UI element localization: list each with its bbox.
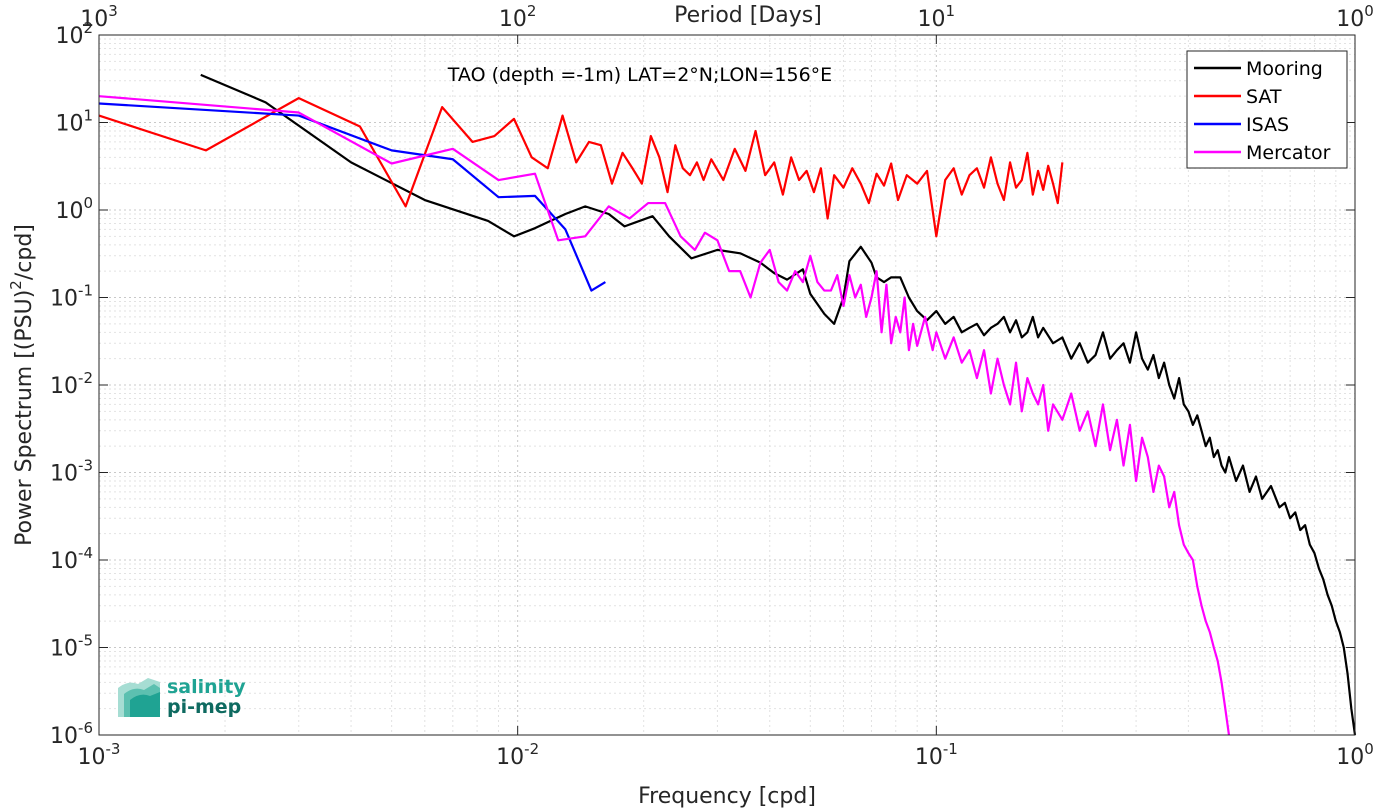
series-layer bbox=[98, 73, 1357, 736]
y-tick-label: 101 bbox=[55, 107, 93, 137]
top-axis-label: Period [Days] bbox=[674, 3, 822, 28]
y-tick-label: 10-6 bbox=[50, 719, 93, 749]
y-axis-label-main: Power Spectrum [(PSU) bbox=[12, 290, 37, 546]
top-tick-label: 102 bbox=[499, 2, 537, 32]
grid-layer bbox=[99, 35, 1355, 735]
series-line-mercator bbox=[98, 95, 1231, 736]
y-tick-label: 100 bbox=[55, 194, 93, 224]
y-tick-label: 10-2 bbox=[50, 369, 93, 399]
x-tick-label: 10-3 bbox=[78, 740, 121, 770]
chart-annotation: TAO (depth =-1m) LAT=2°N;LON=156°E bbox=[447, 64, 832, 86]
y-axis-label-tail: /cpd] bbox=[12, 224, 37, 280]
y-tick-label: 10-5 bbox=[50, 632, 93, 662]
y-tick-label: 10-3 bbox=[50, 457, 93, 487]
series-line-mooring bbox=[200, 73, 1357, 736]
legend-item-sat: SAT bbox=[1194, 86, 1282, 108]
legend-label-sat: SAT bbox=[1246, 86, 1282, 108]
legend: Mooring SAT ISAS Mercator bbox=[1186, 50, 1348, 169]
salinity-pi-mep-logo: salinity pi-mep bbox=[118, 676, 246, 718]
y-axis-label-sup: 2 bbox=[7, 280, 25, 290]
legend-item-mercator: Mercator bbox=[1194, 142, 1331, 164]
legend-item-isas: ISAS bbox=[1194, 114, 1289, 136]
legend-item-mooring: Mooring bbox=[1194, 58, 1323, 80]
logo-line1: salinity bbox=[167, 676, 246, 698]
top-tick-label: 103 bbox=[80, 2, 118, 32]
y-tick-label: 102 bbox=[55, 19, 93, 49]
top-tick-label: 101 bbox=[918, 2, 956, 32]
x-tick-label: 100 bbox=[1336, 740, 1374, 770]
legend-label-mercator: Mercator bbox=[1246, 142, 1331, 164]
legend-label-mooring: Mooring bbox=[1246, 58, 1323, 80]
legend-label-isas: ISAS bbox=[1246, 114, 1289, 136]
x-tick-label: 10-2 bbox=[496, 740, 539, 770]
series-line-sat bbox=[98, 97, 1064, 238]
y-tick-label: 10-4 bbox=[50, 544, 93, 574]
logo-line2: pi-mep bbox=[167, 696, 241, 718]
legend-box bbox=[1186, 50, 1348, 169]
series-line-isas bbox=[98, 102, 606, 292]
x-axis-label: Frequency [cpd] bbox=[638, 784, 816, 809]
y-tick-label: 10-1 bbox=[50, 282, 93, 312]
x-tick-label: 10-1 bbox=[915, 740, 958, 770]
logo-wave-icon bbox=[118, 678, 160, 717]
plot-background bbox=[99, 35, 1355, 735]
y-axis-label: Power Spectrum [(PSU)2/cpd] bbox=[7, 224, 37, 546]
top-tick-label: 100 bbox=[1336, 2, 1374, 32]
